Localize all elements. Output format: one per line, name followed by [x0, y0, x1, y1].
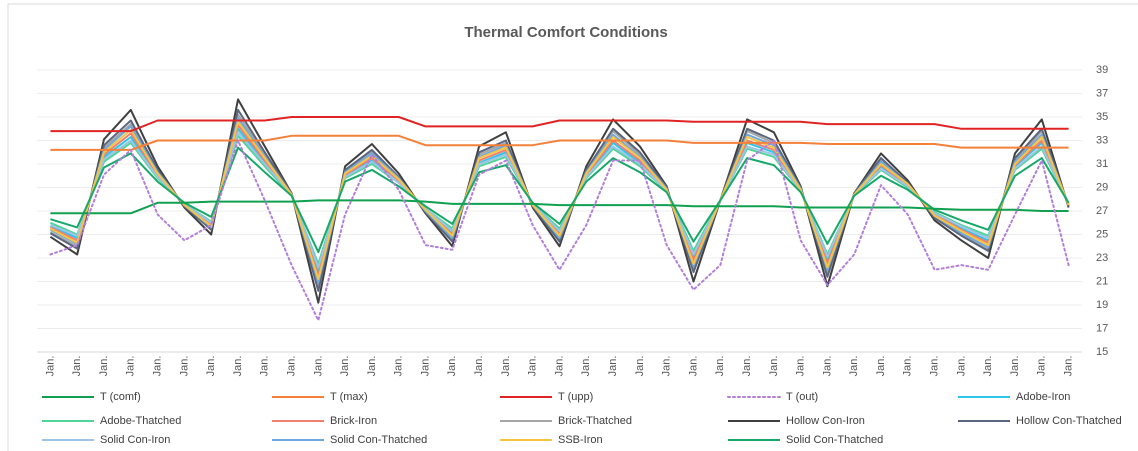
legend-label: Solid Con-Thatched [786, 434, 883, 446]
x-tick-label: Jan. [500, 356, 512, 377]
x-tick-label: Jan. [312, 356, 324, 377]
legend-label: Adobe-Iron [1016, 391, 1070, 403]
y-tick-label: 31 [1096, 158, 1108, 170]
legend-label: T (out) [786, 391, 818, 403]
x-tick-label: Jan. [1063, 356, 1075, 377]
series-line [50, 134, 1069, 151]
x-tick-label: Jan. [768, 356, 780, 377]
y-tick-label: 29 [1096, 181, 1108, 193]
x-tick-label: Jan. [125, 356, 137, 377]
x-tick-label: Jan. [795, 356, 807, 377]
x-tick-label: Jan. [902, 356, 914, 377]
x-tick-label: Jan. [580, 356, 592, 377]
y-tick-label: 15 [1096, 346, 1108, 358]
legend-label: T (upp) [558, 391, 593, 403]
x-tick-label: Jan. [1009, 356, 1021, 377]
x-tick-label: Jan. [259, 356, 271, 377]
legend-label: Solid Con-Iron [100, 434, 170, 446]
y-tick-label: 33 [1096, 134, 1108, 146]
x-tick-label: Jan. [527, 356, 539, 377]
x-tick-label: Jan. [1036, 356, 1048, 377]
x-tick-label: Jan. [714, 356, 726, 377]
x-tick-label: Jan. [687, 356, 699, 377]
x-tick-label: Jan. [607, 356, 619, 377]
x-tick-label: Jan. [741, 356, 753, 377]
legend-label: Hollow Con-Thatched [1016, 415, 1122, 427]
x-tick-label: Jan. [634, 356, 646, 377]
legend-label: T (max) [330, 391, 368, 403]
x-tick-label: Jan. [71, 356, 83, 377]
x-tick-label: Jan. [98, 356, 110, 377]
x-tick-label: Jan. [661, 356, 673, 377]
y-tick-label: 23 [1096, 252, 1108, 264]
x-tick-label: Jan. [44, 356, 56, 377]
x-tick-label: Jan. [848, 356, 860, 377]
legend-label: Brick-Thatched [558, 415, 632, 427]
legend-label: T (comf) [100, 391, 141, 403]
x-tick-label: Jan. [151, 356, 163, 377]
x-tick-label: Jan. [553, 356, 565, 377]
y-tick-label: 37 [1096, 87, 1108, 99]
y-tick-label: 17 [1096, 322, 1108, 334]
series-line [50, 116, 1069, 133]
legend-label: SSB-Iron [558, 434, 603, 446]
x-tick-label: Jan. [982, 356, 994, 377]
x-tick-label: Jan. [178, 356, 190, 377]
legend-label: Solid Con-Thatched [330, 434, 427, 446]
series-line [49, 139, 1070, 322]
y-tick-label: 19 [1096, 299, 1108, 311]
series-line [50, 199, 1069, 215]
x-tick-label: Jan. [419, 356, 431, 377]
x-tick-label: Jan. [205, 356, 217, 377]
chart-title: Thermal Comfort Conditions [464, 24, 667, 41]
x-tick-label: Jan. [875, 356, 887, 377]
legend-label: Hollow Con-Iron [786, 415, 865, 427]
y-tick-label: 35 [1096, 111, 1108, 123]
x-tick-label: Jan. [955, 356, 967, 377]
x-tick-label: Jan. [393, 356, 405, 377]
x-tick-label: Jan. [821, 356, 833, 377]
x-tick-label: Jan. [366, 356, 378, 377]
legend-label: Brick-Iron [330, 415, 377, 427]
y-tick-label: 27 [1096, 205, 1108, 217]
x-tick-label: Jan. [929, 356, 941, 377]
y-tick-label: 21 [1096, 275, 1108, 287]
x-tick-label: Jan. [339, 356, 351, 377]
x-tick-label: Jan. [285, 356, 297, 377]
legend-label: Adobe-Thatched [100, 415, 181, 427]
x-tick-label: Jan. [232, 356, 244, 377]
y-tick-label: 39 [1096, 64, 1108, 76]
x-tick-label: Jan. [473, 356, 485, 377]
x-tick-label: Jan. [446, 356, 458, 377]
y-tick-label: 25 [1096, 228, 1108, 240]
